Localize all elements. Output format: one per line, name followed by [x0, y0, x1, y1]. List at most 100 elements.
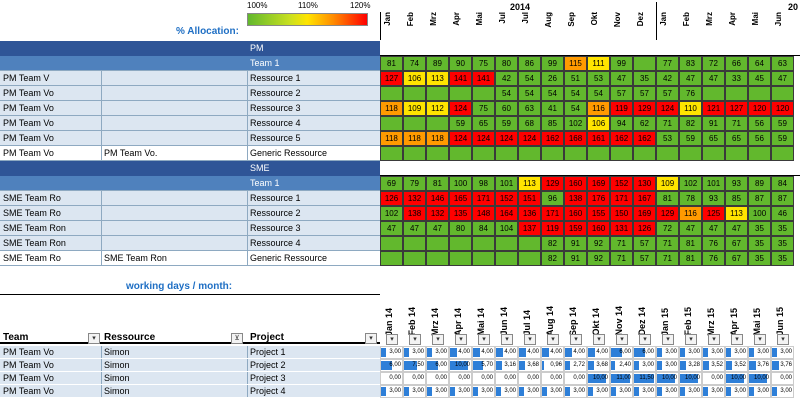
working-days-cell[interactable]: 0,00 [564, 372, 587, 385]
allocation-cell[interactable] [518, 146, 541, 161]
allocation-cell[interactable]: 54 [564, 86, 587, 101]
resource-cell[interactable]: Ressource 5 [250, 133, 301, 143]
allocation-cell[interactable]: 76 [679, 86, 702, 101]
allocation-cell[interactable]: 47 [380, 221, 403, 236]
working-days-cell[interactable]: 3,00 [656, 359, 679, 372]
allocation-cell[interactable]: 26 [541, 71, 564, 86]
working-days-cell[interactable]: 3,68 [587, 359, 610, 372]
team-cell[interactable]: SME Team Ron [3, 238, 66, 248]
allocation-cell[interactable]: 118 [380, 131, 403, 146]
allocation-cell[interactable]: 35 [748, 236, 771, 251]
allocation-cell[interactable]: 138 [403, 206, 426, 221]
allocation-cell[interactable]: 89 [748, 176, 771, 191]
allocation-cell[interactable] [380, 116, 403, 131]
allocation-cell[interactable]: 64 [748, 56, 771, 71]
month-filter-button[interactable]: ▾ [662, 334, 674, 345]
allocation-cell[interactable]: 152 [495, 191, 518, 206]
working-days-cell[interactable]: 11,50 [633, 372, 656, 385]
allocation-cell[interactable]: 150 [610, 206, 633, 221]
working-days-cell[interactable]: 3,52 [702, 359, 725, 372]
allocation-cell[interactable]: 47 [426, 221, 449, 236]
allocation-cell[interactable]: 113 [518, 176, 541, 191]
allocation-cell[interactable]: 35 [771, 236, 794, 251]
allocation-cell[interactable]: 56 [748, 116, 771, 131]
working-days-cell[interactable]: 6,00 [633, 346, 656, 359]
allocation-cell[interactable] [403, 116, 426, 131]
month-filter-button[interactable]: ▾ [777, 334, 789, 345]
allocation-cell[interactable]: 101 [702, 176, 725, 191]
allocation-cell[interactable]: 92 [587, 251, 610, 266]
allocation-cell[interactable]: 169 [633, 206, 656, 221]
working-days-cell[interactable]: 3,00 [679, 385, 702, 398]
allocation-cell[interactable]: 160 [564, 176, 587, 191]
month-filter-button[interactable]: ▾ [593, 334, 605, 345]
allocation-cell[interactable]: 56 [748, 131, 771, 146]
allocation-cell[interactable]: 130 [633, 176, 656, 191]
allocation-cell[interactable]: 74 [403, 56, 426, 71]
allocation-cell[interactable]: 81 [679, 251, 702, 266]
team-cell[interactable]: SME Team Ro [3, 208, 61, 218]
team-cell[interactable]: PM Team Vo [3, 118, 54, 128]
team-cell[interactable]: PM Team Vo [3, 148, 54, 158]
working-days-cell[interactable]: 5,70 [472, 359, 495, 372]
allocation-cell[interactable] [472, 86, 495, 101]
team-group-cell[interactable] [104, 192, 244, 205]
allocation-cell[interactable]: 47 [679, 221, 702, 236]
allocation-cell[interactable]: 159 [564, 221, 587, 236]
allocation-cell[interactable]: 91 [702, 116, 725, 131]
allocation-cell[interactable]: 93 [702, 191, 725, 206]
working-days-cell[interactable]: 3,00 [771, 346, 794, 359]
resource-cell[interactable]: Simon [104, 347, 130, 357]
project-cell[interactable]: Project 2 [250, 360, 286, 370]
allocation-cell[interactable]: 138 [564, 191, 587, 206]
working-days-cell[interactable]: 3,00 [725, 385, 748, 398]
allocation-cell[interactable]: 151 [518, 191, 541, 206]
allocation-cell[interactable]: 68 [518, 116, 541, 131]
allocation-cell[interactable]: 93 [725, 176, 748, 191]
allocation-cell[interactable]: 71 [725, 116, 748, 131]
allocation-cell[interactable]: 81 [426, 176, 449, 191]
allocation-cell[interactable]: 79 [403, 176, 426, 191]
working-days-cell[interactable]: 10,00 [587, 372, 610, 385]
team-cell[interactable]: PM Team Vo [3, 88, 54, 98]
working-days-cell[interactable]: 3,00 [564, 385, 587, 398]
allocation-cell[interactable]: 146 [426, 191, 449, 206]
allocation-cell[interactable]: 106 [587, 116, 610, 131]
allocation-cell[interactable] [472, 236, 495, 251]
month-filter-button[interactable]: ▾ [432, 334, 444, 345]
allocation-cell[interactable]: 47 [679, 71, 702, 86]
allocation-cell[interactable]: 54 [518, 86, 541, 101]
working-days-cell[interactable]: 6,00 [426, 359, 449, 372]
allocation-cell[interactable] [472, 251, 495, 266]
working-days-cell[interactable]: 3,76 [771, 359, 794, 372]
allocation-cell[interactable]: 102 [564, 116, 587, 131]
month-filter-button[interactable]: ▾ [570, 334, 582, 345]
working-days-cell[interactable]: 3,00 [771, 385, 794, 398]
allocation-cell[interactable]: 135 [449, 206, 472, 221]
allocation-cell[interactable]: 124 [656, 101, 679, 116]
resource-cell[interactable]: Ressource 2 [250, 88, 301, 98]
allocation-cell[interactable]: 120 [748, 101, 771, 116]
allocation-cell[interactable] [679, 146, 702, 161]
allocation-cell[interactable]: 120 [771, 101, 794, 116]
allocation-cell[interactable]: 155 [587, 206, 610, 221]
allocation-cell[interactable]: 57 [633, 236, 656, 251]
allocation-cell[interactable]: 100 [748, 206, 771, 221]
working-days-cell[interactable]: 10,00 [748, 372, 771, 385]
team-group-cell[interactable]: PM Team Vo. [104, 148, 158, 158]
allocation-cell[interactable]: 87 [748, 191, 771, 206]
team-group-cell[interactable] [104, 87, 244, 100]
allocation-cell[interactable]: 124 [449, 101, 472, 116]
allocation-cell[interactable]: 91 [564, 236, 587, 251]
allocation-cell[interactable]: 161 [587, 131, 610, 146]
working-days-cell[interactable]: 3,00 [426, 385, 449, 398]
allocation-cell[interactable]: 100 [449, 176, 472, 191]
allocation-cell[interactable]: 85 [541, 116, 564, 131]
allocation-cell[interactable]: 162 [610, 131, 633, 146]
allocation-cell[interactable] [403, 251, 426, 266]
working-days-cell[interactable]: 3,00 [587, 385, 610, 398]
allocation-cell[interactable]: 113 [426, 71, 449, 86]
team-group-cell[interactable] [104, 222, 244, 235]
allocation-cell[interactable]: 162 [541, 131, 564, 146]
allocation-cell[interactable] [702, 146, 725, 161]
